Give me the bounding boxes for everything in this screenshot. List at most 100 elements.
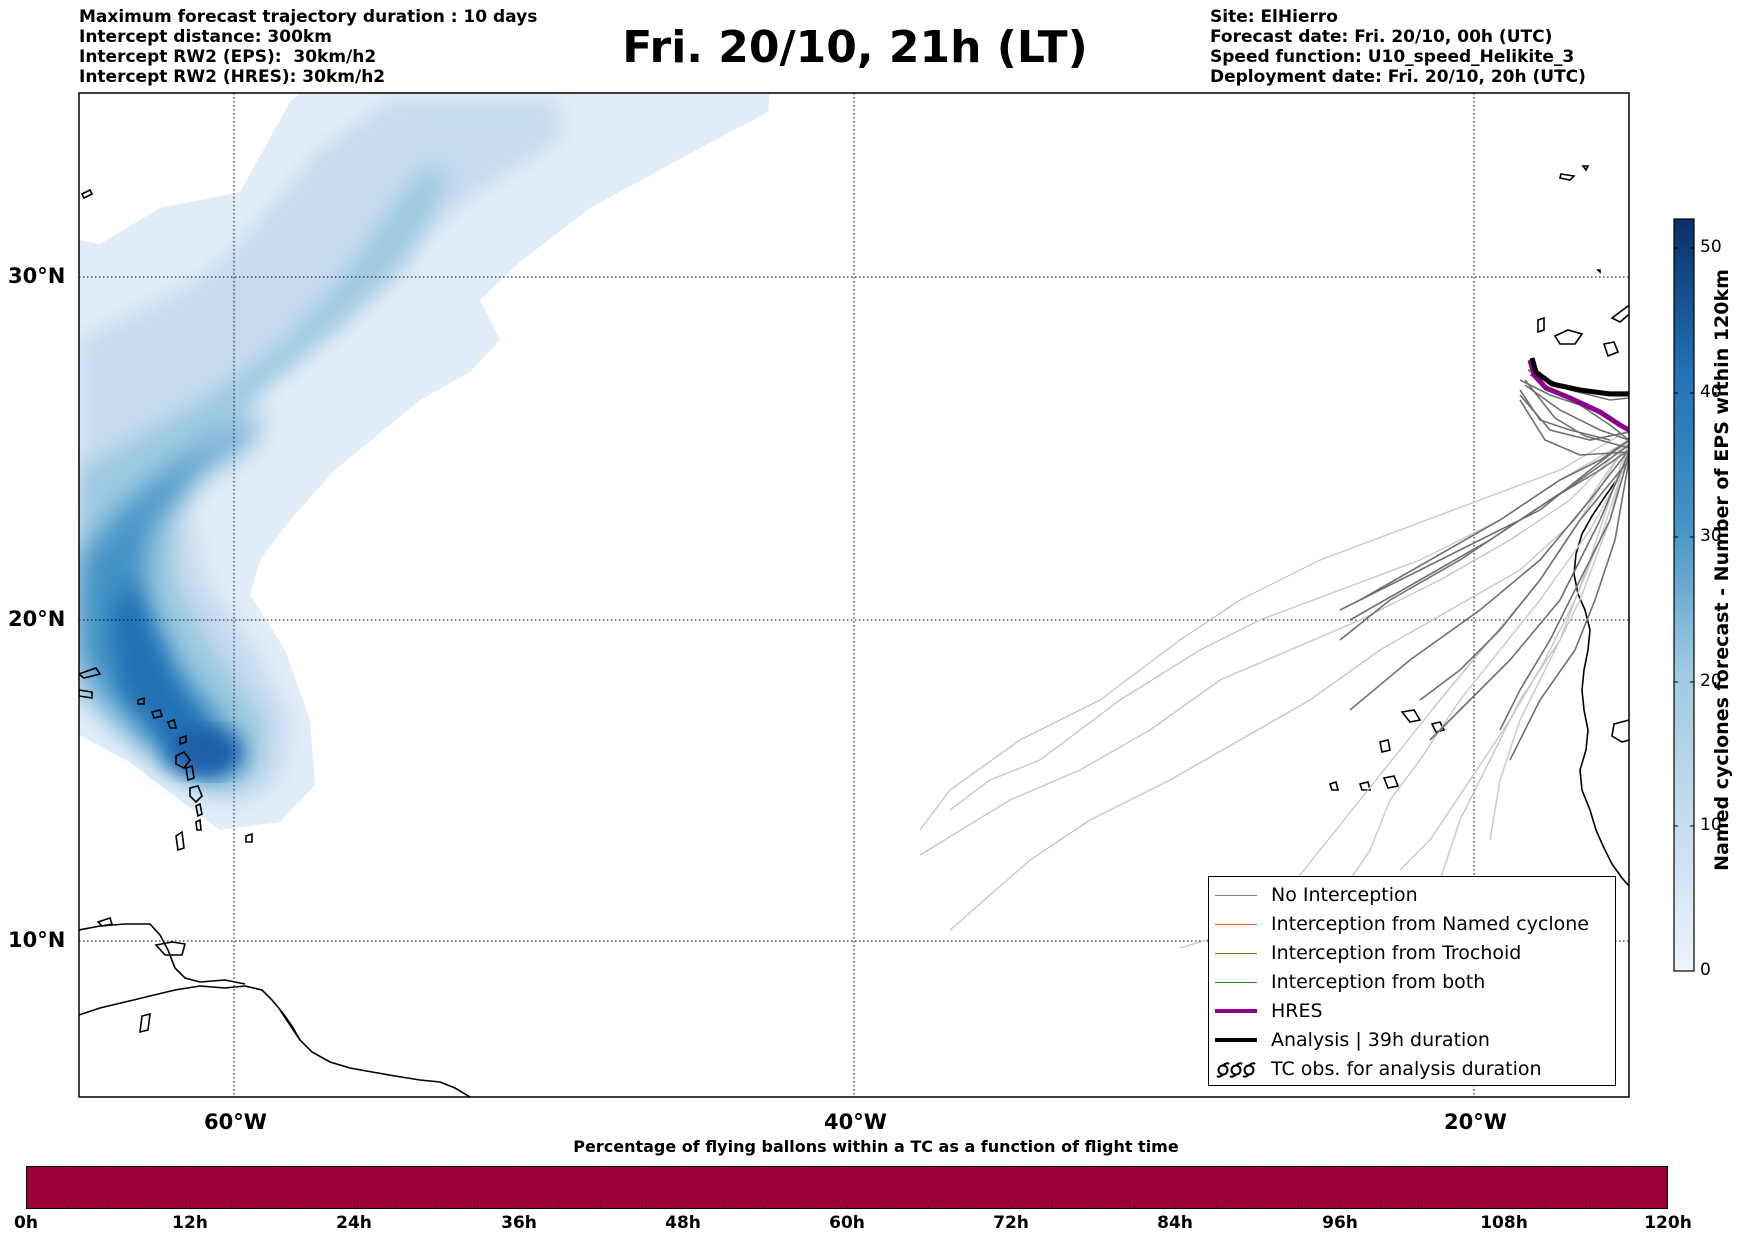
time-label-48h: 48h [665, 1213, 701, 1233]
trajectory [919, 429, 1629, 831]
martinique [189, 785, 203, 804]
legend-label: Interception from both [1271, 971, 1486, 993]
time-label-24h: 24h [336, 1213, 372, 1233]
density-peak [167, 730, 243, 774]
legend-item-no-interception: No Interception [1215, 883, 1418, 907]
legend-label: Analysis | 39h duration [1271, 1029, 1490, 1051]
guadeloupe [175, 750, 191, 770]
trajectory [1349, 459, 1629, 881]
cape-verde-3 [1382, 775, 1400, 789]
legend-swatch [1215, 923, 1257, 925]
africa-coast [1573, 459, 1629, 887]
island-b [96, 916, 114, 927]
trajectory [1419, 459, 1629, 701]
header-right-line-1: Site: ElHierro [1210, 7, 1338, 27]
trajectory [1519, 399, 1629, 456]
header-left: Maximum forecast trajectory duration : 1… [79, 7, 537, 87]
map-title: Fri. 20/10, 21h (LT) [622, 22, 1088, 73]
legend-swatch [1215, 894, 1257, 896]
antilles-west-2 [79, 689, 93, 699]
venezuela-coast-nw [79, 923, 246, 985]
cape-verde-2 [1430, 721, 1446, 733]
legend-swatch [1215, 1009, 1257, 1013]
trinidad [154, 941, 187, 956]
cape-verde-4 [1358, 781, 1372, 791]
time-label-108h: 108h [1480, 1213, 1528, 1233]
leeward-2 [137, 696, 145, 705]
lat-label-30n: 30°N [8, 264, 66, 288]
trajectory [1519, 394, 1629, 441]
legend-swatch [1215, 981, 1257, 983]
st-lucia [195, 802, 203, 818]
antilles-west-1 [79, 667, 102, 679]
colorbar-tick-10: 10 [1700, 815, 1722, 835]
header-right-line-4: Deployment date: Fri. 20/10, 20h (UTC) [1210, 67, 1586, 87]
time-label-120h: 120h [1644, 1213, 1692, 1233]
canary-tenerife [1553, 329, 1584, 345]
colorbar-tick-30: 30 [1700, 526, 1722, 546]
africa-west-bulge [1611, 719, 1629, 743]
legend-swatch [1215, 952, 1257, 954]
time-label-60h: 60h [829, 1213, 865, 1233]
ensemble-trajectories [1339, 369, 1629, 761]
madeira [1559, 173, 1576, 181]
header-left-line-2: Intercept distance: 300km [79, 27, 332, 47]
density-level-5 [110, 575, 225, 770]
trajectory [1519, 389, 1611, 441]
colorbar-tick-50: 50 [1700, 237, 1722, 257]
cape-verde-1 [1400, 709, 1422, 723]
canary-fuerteventura [1610, 305, 1629, 323]
cape-verde-5 [1328, 780, 1340, 791]
header-right-line-3: Speed function: U10_speed_Helikite_3 [1210, 47, 1575, 67]
trajectory [919, 439, 1629, 856]
legend-item-both: Interception from both [1215, 970, 1485, 994]
analysis-trajectory [1529, 357, 1629, 397]
legend-label: Interception from Named cyclone [1271, 913, 1589, 935]
time-label-0h: 0h [14, 1213, 38, 1233]
header-right-line-2: Forecast date: Fri. 20/10, 00h (UTC) [1210, 27, 1553, 47]
leeward-3 [166, 718, 178, 729]
legend-item-trochoid: Interception from Trochoid [1215, 941, 1521, 965]
time-label-36h: 36h [501, 1213, 537, 1233]
coastlines [79, 165, 1629, 1097]
colorbar-tick-40: 40 [1700, 382, 1722, 402]
lon-label-20w: 20°W [1444, 1110, 1507, 1134]
island-c [175, 830, 185, 852]
hres-trajectory [1527, 359, 1629, 433]
legend-label: HRES [1271, 1000, 1323, 1022]
dominica [185, 764, 195, 782]
st-vincent [195, 818, 202, 831]
legend-swatch [1215, 1038, 1257, 1042]
trajectory [1499, 454, 1629, 731]
time-label-72h: 72h [993, 1213, 1029, 1233]
time-bar-ticks [66, 1165, 1627, 1209]
legend: No Interception Interception from Named … [1208, 876, 1616, 1086]
lon-label-40w: 40°W [824, 1110, 887, 1134]
colorbar [1673, 218, 1695, 972]
trajectory [949, 439, 1629, 931]
trajectory [1349, 449, 1629, 711]
lat-label-10n: 10°N [8, 928, 66, 952]
canary-gran-canaria [1602, 341, 1620, 358]
island-a [139, 1012, 151, 1034]
time-label-84h: 84h [1157, 1213, 1193, 1233]
colorbar-label: Named cyclones forecast - Number of EPS … [1711, 269, 1733, 871]
legend-label: TC obs. for analysis duration [1271, 1058, 1542, 1080]
trajectory [1509, 459, 1629, 761]
leeward-1 [150, 709, 164, 719]
trajectory [1339, 439, 1629, 611]
colorbar-tick-0: 0 [1700, 960, 1711, 980]
tc-symbol-icon [1216, 1062, 1256, 1078]
trajectory [1429, 451, 1629, 741]
colorbar-gradient [1673, 218, 1695, 972]
barbados [245, 832, 253, 843]
legend-label: Interception from Trochoid [1271, 942, 1522, 964]
leeward-4 [179, 734, 187, 746]
cape-verde-6 [1379, 739, 1391, 753]
time-bar [26, 1165, 1668, 1209]
header-left-line-4: Intercept RW2 (HRES): 30km/h2 [79, 67, 386, 87]
colorbar-ticks [1674, 247, 1694, 972]
colorbar-tick-20: 20 [1700, 671, 1722, 691]
lat-label-20n: 20°N [8, 607, 66, 631]
